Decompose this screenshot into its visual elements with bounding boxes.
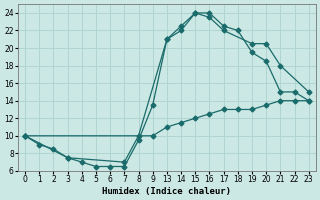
X-axis label: Humidex (Indice chaleur): Humidex (Indice chaleur)	[102, 187, 231, 196]
